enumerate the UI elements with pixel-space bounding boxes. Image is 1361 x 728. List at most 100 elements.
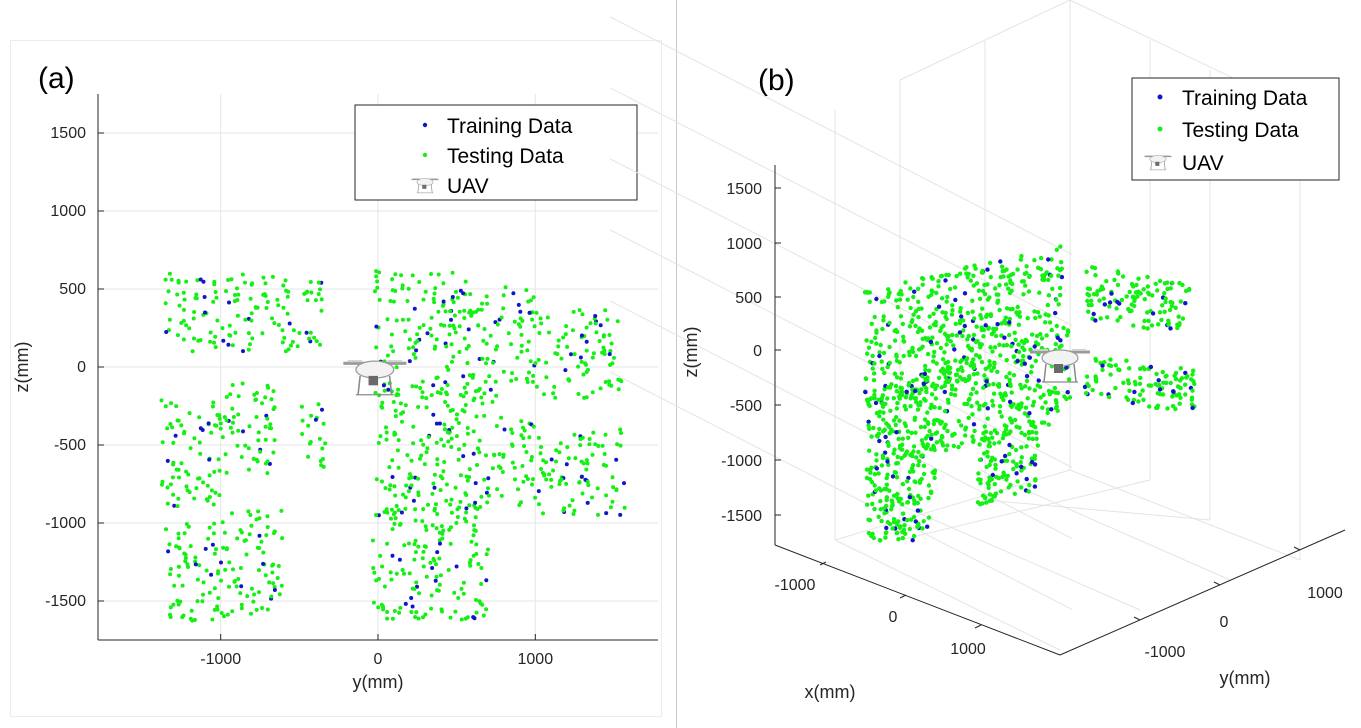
testing-data-point xyxy=(480,356,485,361)
testing-data-point xyxy=(932,475,937,481)
testing-data-point xyxy=(1141,325,1146,330)
testing-data-point xyxy=(482,477,487,482)
testing-data-point xyxy=(1114,306,1119,311)
testing-data-point xyxy=(1019,485,1024,490)
testing-data-point xyxy=(1178,385,1183,391)
testing-data-point xyxy=(1011,459,1016,464)
testing-data-point xyxy=(388,483,393,488)
testing-data-point xyxy=(383,486,388,491)
testing-data-point xyxy=(593,442,598,447)
testing-data-point xyxy=(870,366,875,371)
testing-data-point xyxy=(260,606,264,610)
testing-data-point xyxy=(1168,286,1173,291)
testing-data-point xyxy=(429,333,434,338)
testing-data-point xyxy=(1089,298,1094,303)
testing-data-point xyxy=(999,395,1004,400)
testing-data-point xyxy=(454,289,458,294)
testing-data-point xyxy=(442,460,447,464)
testing-data-point xyxy=(976,471,981,476)
testing-data-point xyxy=(457,324,462,329)
testing-data-point xyxy=(261,275,266,280)
testing-data-point xyxy=(553,395,558,400)
testing-data-point xyxy=(168,422,173,426)
testing-data-point xyxy=(911,514,917,520)
testing-data-point xyxy=(396,392,401,397)
testing-data-point xyxy=(215,607,220,612)
testing-data-point xyxy=(1167,307,1173,313)
testing-data-point xyxy=(1019,468,1024,473)
testing-data-point xyxy=(400,317,405,322)
testing-data-point xyxy=(391,400,396,404)
testing-data-point xyxy=(181,337,186,342)
testing-data-point xyxy=(591,430,596,435)
testing-data-point xyxy=(580,491,585,496)
testing-data-point xyxy=(900,481,906,487)
testing-data-point xyxy=(933,431,938,436)
testing-data-point xyxy=(464,510,469,515)
training-data-point xyxy=(1022,361,1027,366)
testing-data-point xyxy=(1057,285,1063,291)
testing-data-point xyxy=(925,420,931,425)
testing-data-point xyxy=(415,332,420,337)
testing-data-point xyxy=(907,353,912,358)
testing-data-point xyxy=(1160,392,1166,397)
testing-data-point xyxy=(1142,367,1147,372)
testing-data-point xyxy=(866,423,871,428)
testing-data-point xyxy=(1027,386,1032,391)
testing-data-point xyxy=(442,323,447,328)
testing-data-point xyxy=(494,393,499,398)
testing-data-point xyxy=(995,298,1001,303)
testing-data-point xyxy=(880,366,885,372)
testing-data-point xyxy=(218,426,223,431)
testing-data-point xyxy=(476,562,481,566)
testing-data-point xyxy=(881,417,886,422)
testing-data-point xyxy=(1029,370,1034,375)
testing-data-point xyxy=(522,428,527,433)
testing-data-point xyxy=(260,401,264,406)
testing-data-point xyxy=(590,495,594,500)
testing-data-point xyxy=(894,354,899,359)
testing-data-point xyxy=(474,552,479,556)
training-data-point xyxy=(272,588,277,592)
training-data-point xyxy=(264,413,269,418)
training-data-point xyxy=(488,387,493,392)
testing-data-point xyxy=(944,316,949,322)
testing-data-point xyxy=(509,342,513,347)
training-data-point xyxy=(432,485,437,490)
testing-data-point xyxy=(475,463,479,467)
testing-data-point xyxy=(1007,451,1012,457)
testing-data-point xyxy=(429,606,434,611)
testing-data-point xyxy=(618,427,623,432)
testing-data-point xyxy=(527,435,532,440)
training-data-point xyxy=(241,349,245,354)
testing-data-point xyxy=(480,301,484,306)
training-data-point xyxy=(990,472,995,478)
testing-data-point xyxy=(989,368,994,373)
training-data-point xyxy=(604,511,609,516)
testing-data-point xyxy=(233,293,237,297)
training-data-point xyxy=(486,476,491,481)
testing-data-point xyxy=(913,353,919,359)
testing-data-point xyxy=(932,349,937,355)
x-tick-label: 0 xyxy=(889,609,898,626)
testing-data-point xyxy=(445,383,450,388)
testing-data-point xyxy=(213,490,218,495)
testing-data-point xyxy=(175,504,180,509)
testing-data-point xyxy=(985,416,990,421)
testing-data-point xyxy=(236,292,241,297)
testing-data-point xyxy=(1054,400,1059,405)
testing-data-point xyxy=(466,344,471,348)
testing-data-point xyxy=(463,403,468,407)
testing-data-point xyxy=(971,332,977,338)
testing-data-point xyxy=(1049,327,1054,333)
testing-data-point xyxy=(977,403,982,409)
testing-data-point xyxy=(1004,374,1009,380)
testing-data-point xyxy=(1168,380,1173,386)
testing-data-point xyxy=(910,349,916,355)
testing-data-point xyxy=(929,432,934,437)
testing-data-point xyxy=(595,486,600,491)
testing-data-point xyxy=(1166,318,1171,323)
training-data-point xyxy=(464,506,469,511)
testing-data-point xyxy=(398,401,403,406)
testing-data-point xyxy=(1126,381,1132,386)
